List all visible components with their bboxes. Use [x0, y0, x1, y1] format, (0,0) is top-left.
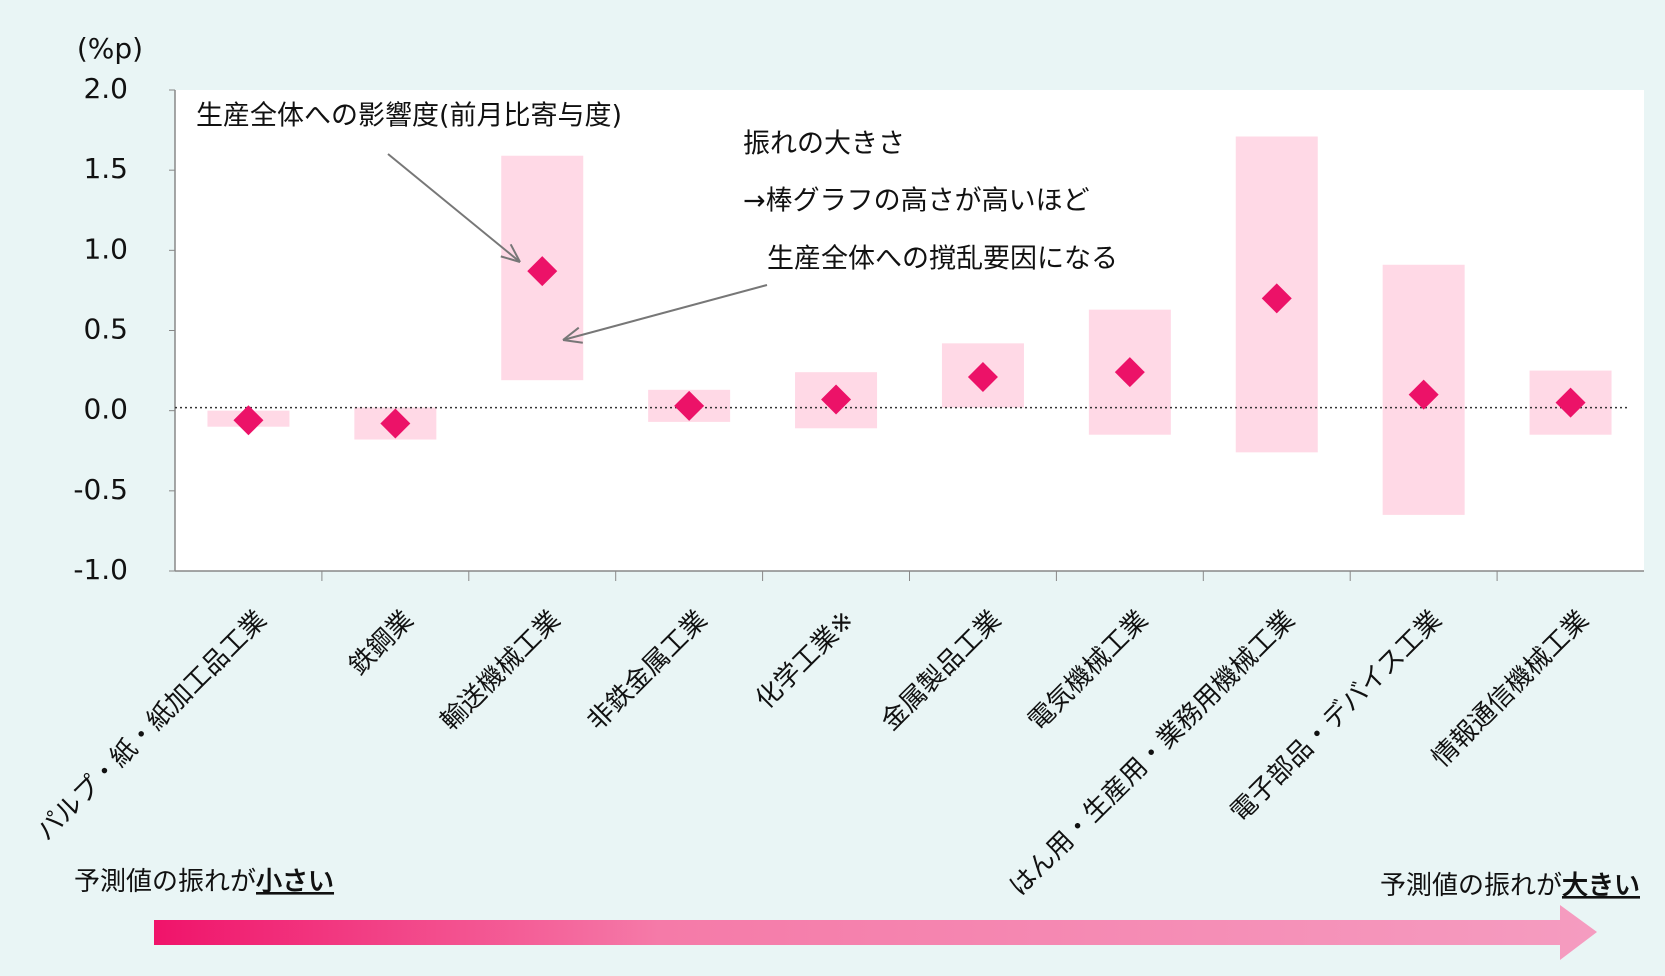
y-tick-label: -0.5 [73, 473, 128, 506]
x-tick-label: 輸送機械工業 [435, 605, 567, 737]
annotation: 生産全体への撹乱要因になる [767, 244, 1118, 275]
y-unit: (%p) [77, 32, 143, 65]
annotation-arrowhead [500, 255, 521, 263]
y-tick-label: 1.5 [83, 152, 128, 185]
annotation: 生産全体への影響度(前月比寄与度) [196, 101, 622, 132]
y-tick-label: 2.0 [83, 72, 128, 105]
diamond-marker [821, 384, 852, 415]
x-tick-label: 金属製品工業 [876, 605, 1008, 737]
y-tick-label: 0.0 [83, 393, 128, 426]
x-tick-label: 非鉄金属工業 [582, 605, 714, 737]
diamond-marker [233, 405, 264, 436]
x-tick-label: はん用・生産用・業務用機械工業 [1004, 605, 1301, 902]
annotation-arrowhead [562, 339, 583, 344]
y-tick-label: -1.0 [73, 553, 128, 586]
annotation-arrow [562, 284, 768, 341]
scale-note-left: 予測値の振れが小さい [74, 867, 334, 897]
scale-note-right: 予測値の振れが大きい [1380, 871, 1640, 901]
diamond-marker [1114, 357, 1145, 388]
note-emphasis: 大きい [1562, 871, 1640, 901]
x-tick-label: パルプ・紙・紙加工品工業 [31, 605, 273, 847]
x-tick-label: 鉄鋼業 [343, 605, 419, 681]
x-tick-label: 化学工業※ [750, 605, 860, 715]
x-tick-label: 情報通信機械工業 [1427, 605, 1595, 773]
y-tick-label: 0.5 [83, 313, 128, 346]
diamond-marker [380, 408, 411, 439]
note-text: 予測値の振れが [1380, 871, 1562, 901]
annotation-arrow [387, 153, 521, 263]
diamond-marker [1261, 283, 1292, 314]
y-tick-label: 1.0 [83, 232, 128, 265]
note-emphasis: 小さい [256, 867, 334, 897]
x-tick-label: 電気機械工業 [1023, 605, 1155, 737]
note-text: 予測値の振れが [74, 867, 256, 897]
diamond-marker [527, 256, 558, 287]
annotation-arrowhead [509, 243, 521, 263]
annotation: →棒グラフの高さが高いほど [743, 186, 1090, 217]
diamond-marker [1408, 379, 1439, 410]
annotation-arrowhead [562, 326, 580, 341]
diamond-marker [967, 361, 998, 392]
scale-arrow [154, 905, 1597, 960]
diamond-marker [674, 390, 705, 421]
diamond-marker [1555, 387, 1586, 418]
annotation: 振れの大きさ [743, 129, 905, 160]
